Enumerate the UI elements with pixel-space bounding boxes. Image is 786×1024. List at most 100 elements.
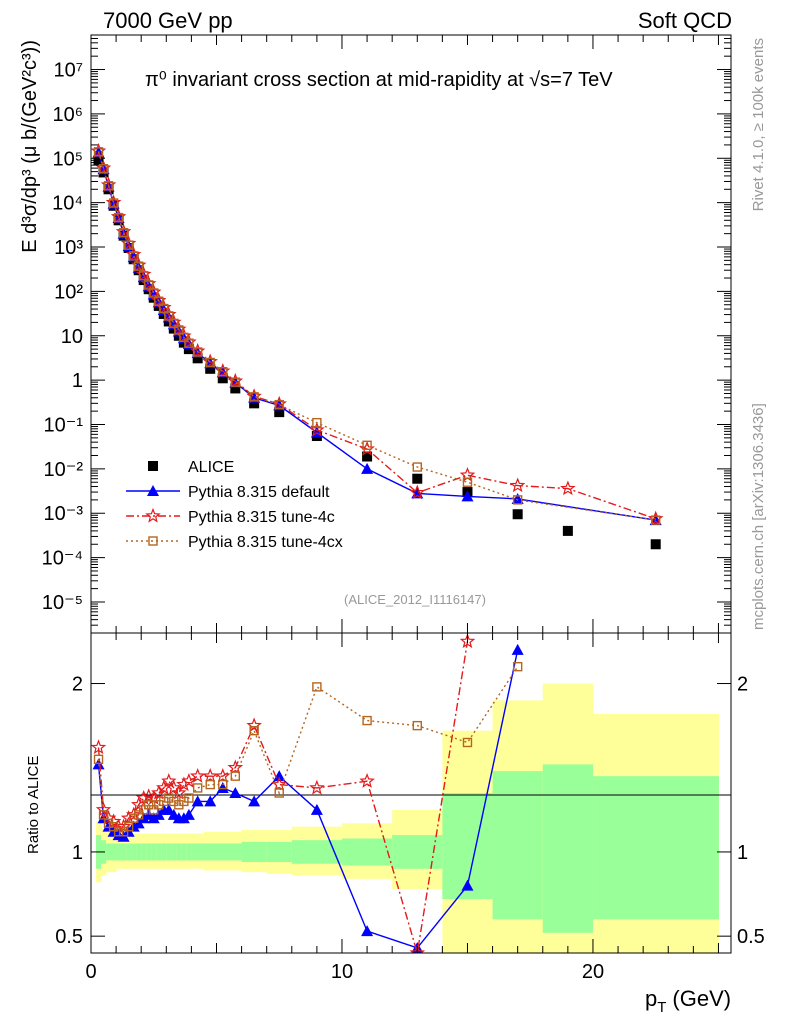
data-point <box>205 363 216 374</box>
data-point <box>412 462 422 472</box>
stat-uncertainty-band <box>229 843 243 861</box>
data-point <box>183 344 194 355</box>
data-point <box>123 821 134 832</box>
stat-uncertainty-band <box>241 841 268 863</box>
data-point <box>95 801 112 817</box>
legend-entry: Pythia 8.315 tune-4c <box>126 507 335 526</box>
data-point <box>159 303 169 314</box>
y-tick-label: 10⁻³ <box>44 503 84 525</box>
data-point <box>562 525 573 536</box>
data-point <box>164 311 174 321</box>
data-point <box>651 515 661 525</box>
data-point <box>274 407 285 418</box>
data-point <box>650 539 661 550</box>
stat-uncertainty-band <box>492 771 544 920</box>
main-frame <box>90 34 732 634</box>
data-point <box>149 805 159 815</box>
data-point <box>120 810 137 825</box>
stat-uncertainty-band <box>171 843 177 861</box>
ratio-y-tick-label-right: 2 <box>737 674 748 696</box>
y-tick-label: 1 <box>72 370 83 392</box>
data-point <box>218 779 228 790</box>
stat-uncertainty-band <box>542 764 594 933</box>
data-point <box>189 768 206 783</box>
ratio-y-tick-label: 1 <box>72 842 83 864</box>
x-tick-label: 20 <box>582 961 604 983</box>
data-point <box>246 717 262 733</box>
data-point <box>149 288 159 298</box>
y-tick-label: 10⁻² <box>44 459 84 481</box>
data-point <box>511 492 524 504</box>
data-point <box>462 737 473 748</box>
data-point <box>115 818 132 834</box>
data-point <box>362 440 372 450</box>
x-axis-label-sub: T <box>657 999 666 1016</box>
x-axis-label: pT (GeV) <box>645 986 731 1016</box>
data-point <box>218 366 228 377</box>
stat-uncertainty-band <box>592 776 719 920</box>
data-point <box>362 451 373 462</box>
data-point <box>130 796 147 812</box>
data-point <box>409 944 426 953</box>
data-point <box>128 251 139 261</box>
stat-uncertainty-band <box>151 843 157 861</box>
ratio-line <box>97 641 469 953</box>
data-point <box>205 779 215 790</box>
stat-uncertainty-band <box>146 843 152 861</box>
side-label-bottom: mcplots.cern.ch [arXiv:1306.3436] <box>750 403 767 630</box>
data-point <box>412 720 422 731</box>
data-point <box>249 392 259 402</box>
data-point <box>359 773 375 788</box>
main-panel: 10⁻⁵ 10⁻⁴ 10⁻³ 10⁻² 10⁻¹ 1 10 10² 10³ 10⁴ 10⁵ 10⁶ 10… <box>19 34 732 634</box>
legend-label: ALICE <box>188 459 234 476</box>
ratio-bands <box>96 683 719 953</box>
data-point <box>98 164 109 174</box>
data-point <box>118 228 129 238</box>
legend-label: Pythia 8.315 tune-4c <box>188 509 335 526</box>
data-point <box>309 421 325 437</box>
data-point <box>184 793 194 803</box>
data-point <box>162 803 175 815</box>
data-point <box>204 795 217 807</box>
data-point <box>91 739 107 755</box>
stat-uncertainty-band <box>116 843 122 861</box>
stat-uncertainty-band <box>106 843 112 861</box>
stat-uncertainty-band <box>121 843 127 861</box>
data-point <box>412 473 423 484</box>
data-point <box>110 818 127 834</box>
stat-uncertainty-band <box>341 838 393 866</box>
data-point <box>192 347 203 357</box>
data-point <box>512 509 523 520</box>
y-tick-label: 10⁴ <box>52 193 83 215</box>
stat-uncertainty-band <box>291 840 343 864</box>
stat-uncertainty-band <box>126 843 132 861</box>
data-point <box>191 795 204 807</box>
data-point <box>133 261 144 271</box>
data-point <box>202 768 218 783</box>
data-point <box>148 536 158 546</box>
legend-entry: Pythia 8.315 default <box>126 484 330 501</box>
data-point <box>113 827 124 837</box>
y-tick-label: 10⁵ <box>52 148 83 170</box>
ratio-y-tick-label: 2 <box>72 674 83 696</box>
data-point <box>102 820 115 832</box>
data-point <box>309 779 325 795</box>
ratio-y-tick-label-right: 1 <box>737 842 748 864</box>
data-point <box>461 879 474 891</box>
data-point <box>133 810 144 820</box>
data-point <box>169 318 179 329</box>
stat-uncertainty-band <box>111 843 117 861</box>
data-point <box>93 147 104 157</box>
data-point <box>118 827 129 837</box>
data-point <box>145 507 161 523</box>
side-label-top: Rivet 4.1.0, ≥ 100k events <box>750 38 767 211</box>
stat-uncertainty-band <box>141 843 147 861</box>
data-point <box>273 770 286 782</box>
y-tick-label: 10⁶ <box>53 104 83 126</box>
data-point <box>93 155 104 166</box>
data-point <box>176 776 192 792</box>
data-point <box>310 803 323 815</box>
data-point <box>140 788 157 803</box>
stat-uncertainty-band <box>216 843 230 861</box>
